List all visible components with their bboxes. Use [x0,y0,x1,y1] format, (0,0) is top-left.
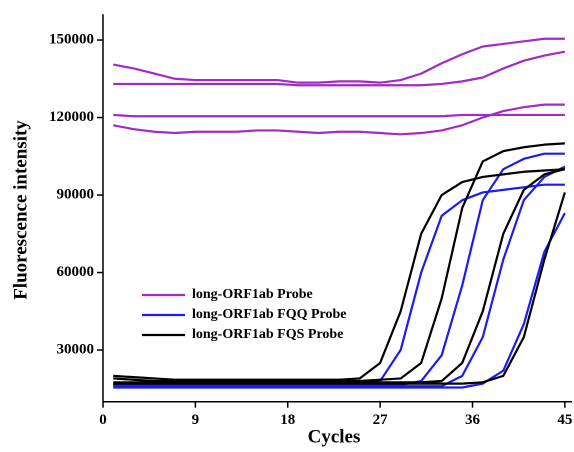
x-tick-label: 9 [192,412,200,428]
data-line [113,165,566,388]
y-tick-label: 60000 [57,264,95,280]
x-tick-label: 27 [373,412,389,428]
data-line [113,168,566,384]
x-tick-label: 45 [557,412,572,428]
x-tick-label: 36 [465,412,481,428]
legend-label: long-ORF1ab FQQ Probe [192,307,347,322]
data-line [113,142,565,383]
data-line [113,103,565,136]
data-line [113,113,565,118]
y-tick-label: 150000 [49,31,94,47]
y-tick-label: 90000 [57,186,95,202]
y-tick-label: 30000 [57,341,95,357]
y-tick-label: 120000 [49,109,94,125]
data-line [113,37,565,84]
x-axis-label: Cycles [308,426,361,447]
x-tick-label: 0 [99,412,107,428]
data-line [113,50,566,87]
data-line [113,168,565,381]
y-axis-label: Fluorescence intensity [10,120,31,300]
data-line [113,192,566,385]
legend-label: long-ORF1ab Probe [192,287,313,302]
data-line [113,212,566,389]
x-tick-label: 18 [280,412,295,428]
legend-label: long-ORF1ab FQS Probe [192,327,343,342]
data-line [113,152,565,387]
